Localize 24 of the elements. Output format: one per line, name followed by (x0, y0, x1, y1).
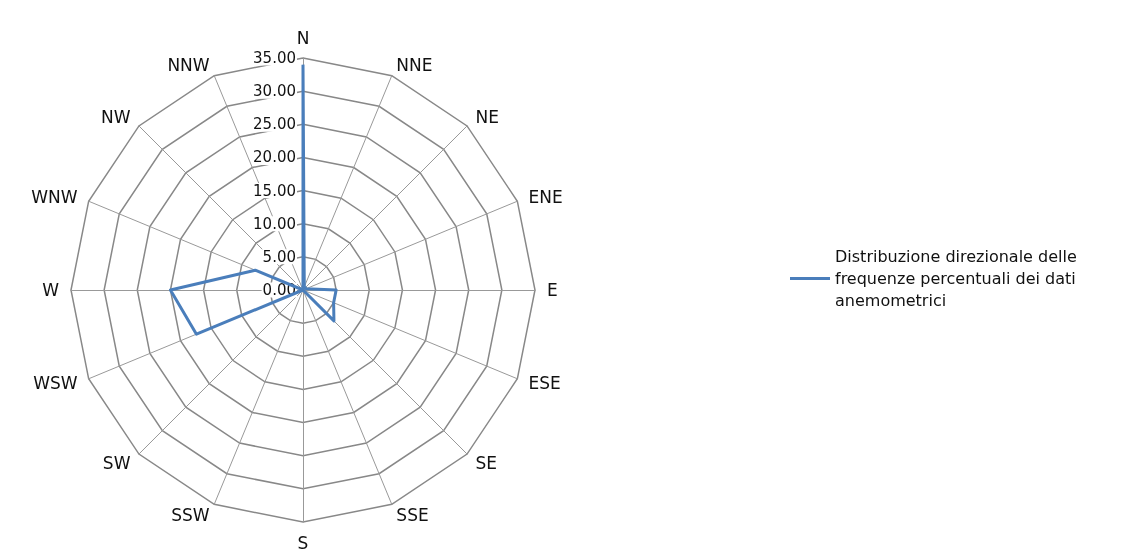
y-tick-label: 25.00 (253, 115, 296, 134)
y-tick-label: 10.00 (253, 214, 296, 233)
spoke-label: NNE (396, 54, 433, 75)
spoke-label: E (547, 280, 558, 300)
spoke-label: WNW (31, 186, 78, 207)
y-tick-label: 5.00 (262, 247, 296, 266)
spoke-label: SE (475, 452, 498, 473)
spoke-label: SSE (396, 505, 429, 526)
spoke-label: W (42, 280, 60, 300)
spoke-label: NE (475, 107, 499, 128)
y-tick-label: 30.00 (253, 82, 296, 101)
y-tick-label: 35.00 (253, 49, 296, 67)
spoke-label: NW (100, 107, 131, 128)
spoke-label: NNW (167, 54, 210, 75)
spoke-label: SW (102, 452, 131, 473)
y-tick-label: 20.00 (253, 148, 296, 167)
y-tick-label: 15.00 (253, 181, 296, 200)
legend-label: Distribuzione direzionale delle frequenze percentuali dei dati anemometrici (835, 247, 1082, 310)
spoke-label: N (296, 27, 310, 48)
spoke-label: SSW (171, 505, 210, 526)
spoke-label: ENE (528, 186, 563, 207)
spoke-label: S (297, 532, 309, 553)
spoke-label: WSW (33, 373, 78, 394)
spoke-label: ESE (528, 373, 561, 394)
